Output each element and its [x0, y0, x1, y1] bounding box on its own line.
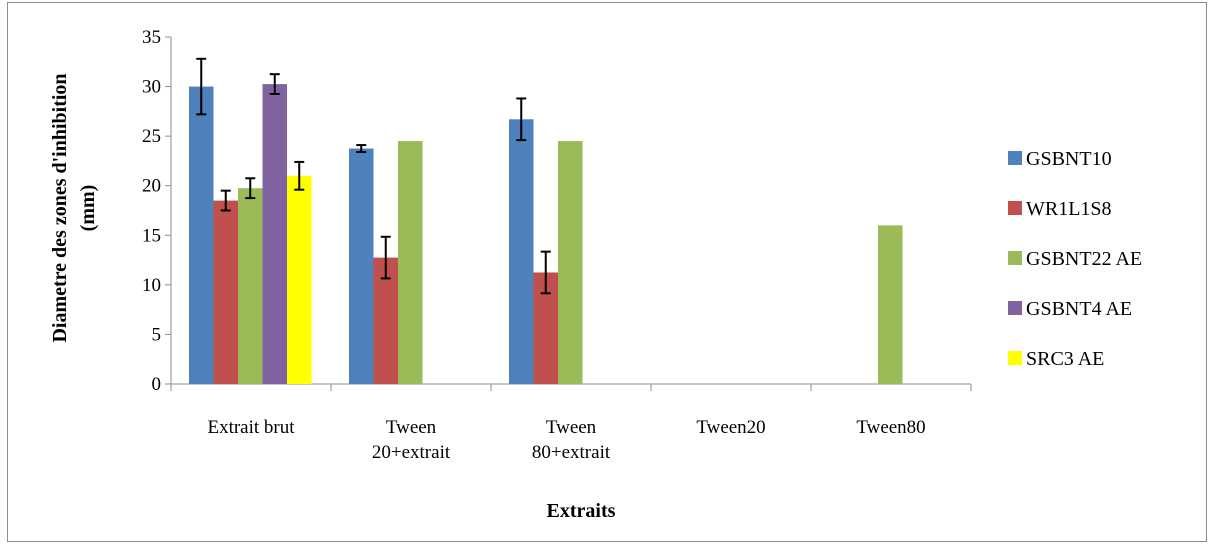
y-tick-label: 20 [142, 176, 161, 197]
x-category-label: Tween20 [696, 417, 765, 438]
y-tick-label: 15 [142, 225, 161, 246]
x-category-label: Tween80 [856, 417, 925, 438]
x-axis-title-text: Extraits [547, 500, 616, 522]
legend-label: GSBNT22 AE [1026, 248, 1142, 270]
y-tick-label: 30 [142, 77, 161, 98]
y-tick-label: 25 [142, 126, 161, 147]
y-axis-title-line: Diametre des zones d'inhibition [49, 73, 71, 342]
error-bars [196, 57, 551, 295]
x-category-label-line: Tween20 [696, 417, 765, 438]
bar [349, 148, 374, 384]
legend-swatch [1008, 301, 1022, 315]
y-axis-title-text: Diametre des zones d'inhibition (mm) [49, 73, 99, 342]
y-tick-label: 35 [142, 27, 161, 48]
bar-series [189, 84, 903, 385]
x-category-label: Tween 80+extrait [532, 417, 611, 463]
x-category-label-line: Extrait brut [207, 417, 295, 438]
bar [558, 141, 583, 384]
x-category-label-line: 20+extrait [372, 442, 451, 463]
x-category-label: Extrait brut [207, 417, 295, 438]
x-axis: Extrait brut Tween 20+extrait Tween 80+extra… [170, 383, 972, 463]
x-axis-title: Extraits [547, 500, 616, 522]
bar [509, 119, 534, 384]
legend: GSBNT10 WR1L1S8 GSBNT22 AE GSBNT4 AE SRC3 AE [1008, 148, 1142, 370]
y-tick-label: 0 [152, 374, 162, 395]
y-axis-title: Diametre des zones d'inhibition (mm) [49, 73, 99, 342]
chart-frame: Diametre des zones d'inhibition (mm) 0 5 10… [7, 2, 1207, 542]
legend-label: GSBNT10 [1026, 148, 1112, 170]
bar [238, 188, 263, 384]
bar [398, 141, 423, 384]
legend-swatch [1008, 201, 1022, 215]
bar [878, 225, 903, 384]
legend-swatch [1008, 251, 1022, 265]
x-category-label-line: 80+extrait [532, 442, 611, 463]
legend-swatch [1008, 351, 1022, 365]
legend-swatch [1008, 151, 1022, 165]
y-tick-label: 5 [152, 324, 162, 345]
legend-label: SRC3 AE [1026, 348, 1104, 370]
bar [287, 175, 312, 384]
x-category-label: Tween 20+extrait [372, 417, 451, 463]
y-tick-label: 10 [142, 275, 161, 296]
y-axis: 0 5 10 15 20 25 30 35 [142, 27, 172, 395]
x-category-label-line: Tween [386, 417, 437, 438]
x-category-label-line: Tween80 [856, 417, 925, 438]
x-category-label-line: Tween [546, 417, 597, 438]
bar [213, 200, 238, 384]
legend-label: WR1L1S8 [1026, 198, 1112, 220]
y-axis-title-line: (mm) [77, 185, 99, 232]
bar-chart: Diametre des zones d'inhibition (mm) 0 5 10… [49, 27, 1142, 522]
bar [262, 84, 287, 384]
bar [189, 86, 214, 385]
legend-label: GSBNT4 AE [1026, 298, 1132, 320]
